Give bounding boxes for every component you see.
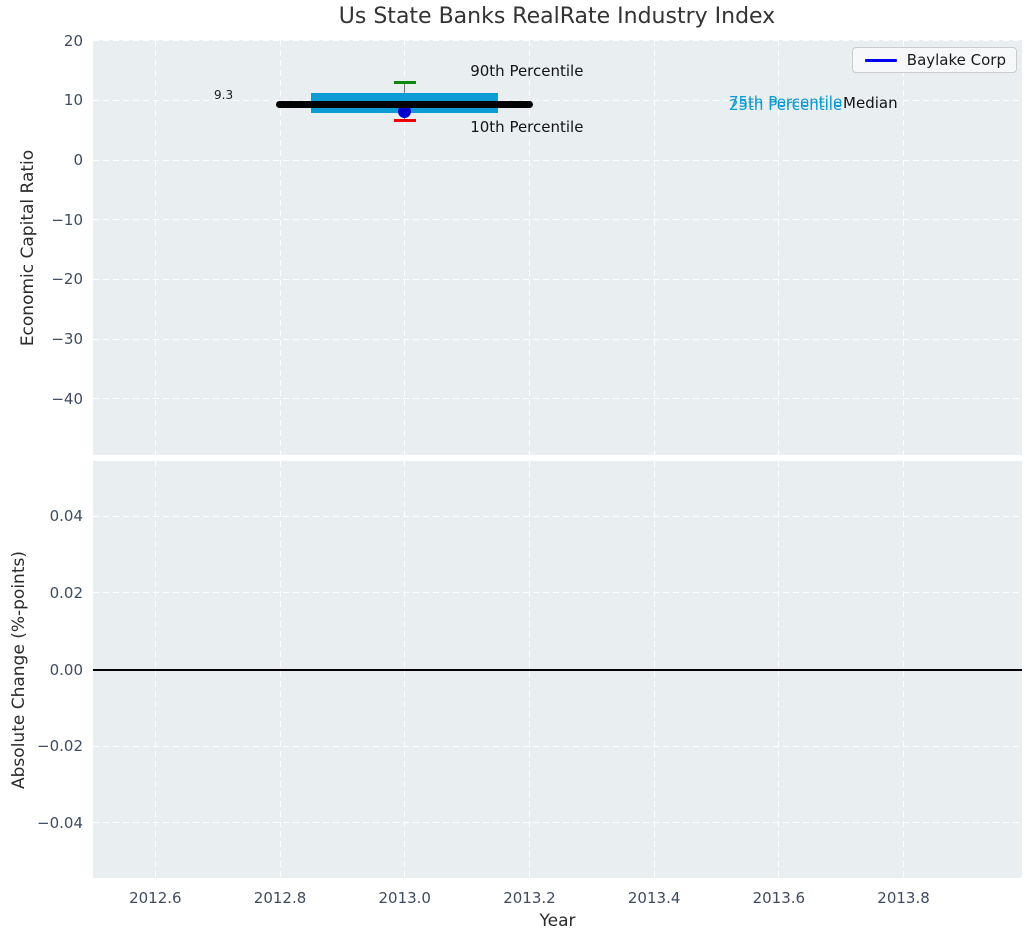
xtick-2013.2: 2013.2: [503, 889, 556, 907]
gridline-y-20: [93, 40, 1022, 42]
x-axis-label: Year: [539, 911, 576, 931]
ax1-ytick--40: −40: [51, 389, 83, 408]
gridline-x-2013.6: [778, 40, 780, 455]
gridline-y-0.04: [93, 515, 1022, 517]
zero-line: [93, 668, 1022, 671]
chart-title: Us State Banks RealRate Industry Index: [338, 4, 776, 29]
xtick-2012.6: 2012.6: [129, 889, 182, 907]
ax2-ytick--0.04: −0.04: [37, 813, 83, 832]
xtick-2013: 2013.0: [378, 889, 431, 907]
gridline-x-2013: [404, 40, 406, 455]
gridline-x-2012.8: [279, 40, 281, 455]
p75-annotation: 75th Percentile: [728, 93, 843, 112]
gridline-y--0.02: [93, 745, 1022, 747]
xtick-2013.8: 2013.8: [877, 889, 930, 907]
gridline-y-0: [93, 159, 1022, 161]
bottom-axes-absolute-change: [93, 461, 1022, 878]
gridline-y-10: [93, 99, 1022, 101]
gridline-x-2013.8: [903, 40, 905, 455]
gridline-y--20: [93, 278, 1022, 280]
gridline-y--40: [93, 398, 1022, 400]
xtick-2012.8: 2012.8: [253, 889, 307, 907]
xtick-2013.6: 2013.6: [752, 889, 806, 907]
ax1-y-axis-label: Economic Capital Ratio: [18, 149, 38, 346]
gridline-y-0.02: [93, 592, 1022, 594]
gridline-y--0.04: [93, 822, 1022, 824]
legend: Baylake Corp: [851, 47, 1017, 73]
median-annotation: Median: [843, 94, 898, 113]
ax1-ytick--20: −20: [51, 270, 83, 289]
p10-annotation: 10th Percentile: [470, 117, 584, 136]
ax2-ytick-0: 0.00: [49, 660, 83, 679]
ax1-ytick--30: −30: [51, 330, 83, 349]
gridline-y--30: [93, 338, 1022, 340]
median-value-label: 9.3: [214, 88, 234, 103]
median-line: [276, 100, 534, 108]
gridline-x-2013.2: [528, 40, 530, 455]
ax2-ytick-0.04: 0.04: [49, 507, 83, 526]
p10-cap: [393, 119, 416, 123]
xtick-2013.4: 2013.4: [627, 889, 681, 907]
legend-line-sample: [864, 58, 897, 62]
ax2-ytick-0.02: 0.02: [49, 583, 83, 602]
ax1-ytick-0: 0: [73, 151, 83, 170]
gridline-x-2013.4: [653, 40, 655, 455]
p90-cap: [393, 80, 416, 84]
gridline-x-2012.6: [154, 40, 156, 455]
top-axes-economic-capital-ratio: 90th Percentile 10th Percentile 75th Per…: [93, 40, 1022, 455]
p25-annotation: 25th Percentile: [728, 96, 843, 115]
ax1-ytick-20: 20: [63, 31, 83, 50]
p90-annotation: 90th Percentile: [470, 62, 584, 81]
ax1-ytick--10: −10: [51, 210, 83, 229]
legend-label: Baylake Corp: [906, 51, 1006, 69]
ax1-ytick-10: 10: [63, 91, 83, 110]
ax2-ytick--0.02: −0.02: [37, 737, 83, 755]
gridline-y--10: [93, 219, 1022, 221]
